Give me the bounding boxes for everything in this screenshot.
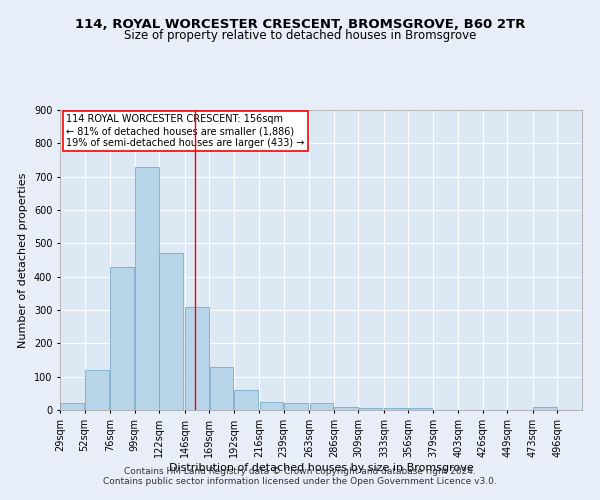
Bar bbox=[61, 404, 84, 410]
Bar bbox=[209, 366, 233, 410]
Bar bbox=[135, 166, 158, 410]
Text: Contains public sector information licensed under the Open Government Licence v3: Contains public sector information licen… bbox=[103, 477, 497, 486]
Bar bbox=[334, 406, 358, 410]
Bar bbox=[384, 408, 408, 410]
Bar bbox=[533, 406, 557, 410]
Text: Size of property relative to detached houses in Bromsgrove: Size of property relative to detached ho… bbox=[124, 29, 476, 42]
Y-axis label: Number of detached properties: Number of detached properties bbox=[19, 172, 28, 348]
Bar bbox=[409, 408, 433, 410]
Text: 114, ROYAL WORCESTER CRESCENT, BROMSGROVE, B60 2TR: 114, ROYAL WORCESTER CRESCENT, BROMSGROV… bbox=[75, 18, 525, 30]
Text: Contains HM Land Registry data © Crown copyright and database right 2024.: Contains HM Land Registry data © Crown c… bbox=[124, 467, 476, 476]
Bar bbox=[310, 404, 334, 410]
Bar bbox=[110, 266, 134, 410]
Text: 114 ROYAL WORCESTER CRESCENT: 156sqm
← 81% of detached houses are smaller (1,886: 114 ROYAL WORCESTER CRESCENT: 156sqm ← 8… bbox=[66, 114, 305, 148]
Bar bbox=[85, 370, 109, 410]
Bar bbox=[160, 254, 183, 410]
Bar bbox=[234, 390, 258, 410]
Bar bbox=[260, 402, 283, 410]
X-axis label: Distribution of detached houses by size in Bromsgrove: Distribution of detached houses by size … bbox=[169, 462, 473, 472]
Bar bbox=[284, 404, 308, 410]
Bar bbox=[185, 306, 209, 410]
Bar bbox=[359, 408, 382, 410]
